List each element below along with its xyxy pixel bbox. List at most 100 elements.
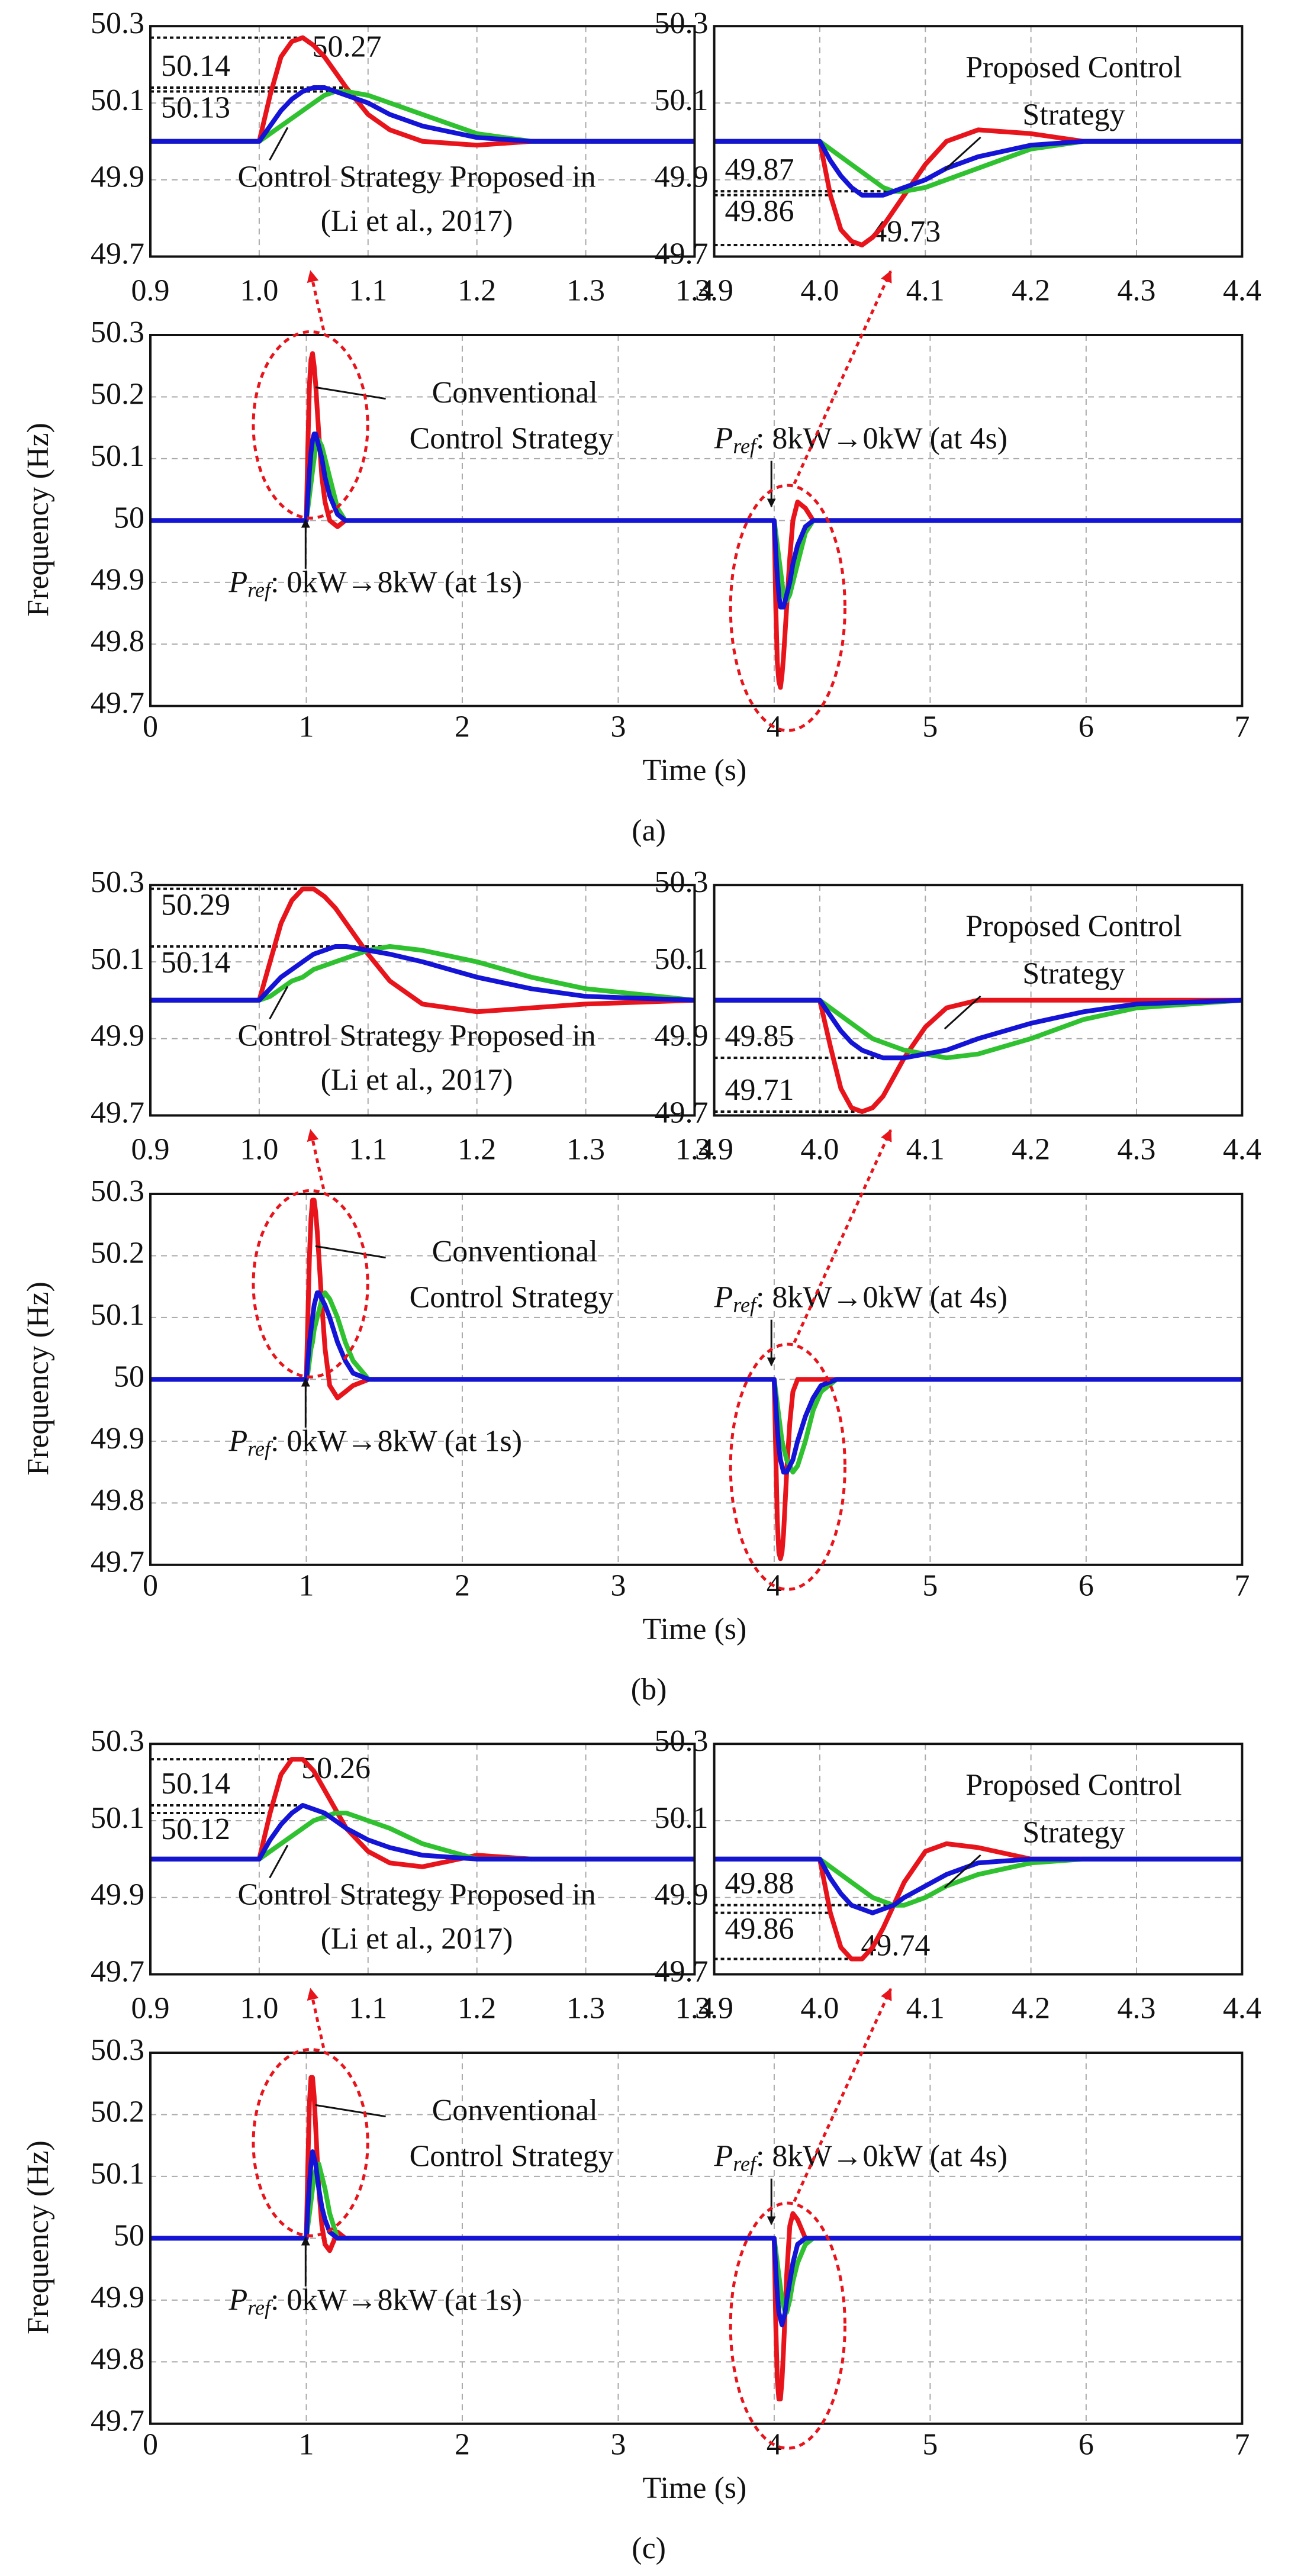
x-tick-label: 2 (455, 1569, 470, 1603)
annotation: Proposed Control (965, 51, 1181, 85)
x-tick-label: 0 (143, 710, 158, 744)
reference-label: 50.14 (161, 946, 230, 980)
x-tick-label: 4.1 (906, 1132, 945, 1166)
y-tick-label: 49.7 (91, 237, 144, 271)
annotation: Proposed Control (965, 1769, 1181, 1802)
y-tick-label: 50.3 (655, 865, 709, 899)
x-tick-label: 1.4 (675, 273, 714, 307)
x-tick-label: 4.4 (1223, 273, 1261, 307)
leader-line (315, 2104, 386, 2118)
leader-line (944, 995, 981, 1030)
panel-caption: (b) (631, 1673, 667, 1706)
series-line (150, 886, 695, 1015)
annotation-text: : 8kW→0kW (at 4s) (756, 421, 1007, 455)
annotation: Conventional (432, 1235, 598, 1268)
annotation: Pref: 0kW→8kW (at 1s) (228, 1424, 523, 1460)
x-tick-label: 3 (610, 710, 626, 744)
y-tick-label: 49.7 (91, 1954, 144, 1988)
y-tick-label: 50.1 (91, 2157, 144, 2191)
x-tick-label: 1.2 (458, 1991, 496, 2025)
x-tick-label: 7 (1234, 1569, 1250, 1603)
x-tick-label: 3.9 (695, 1132, 733, 1166)
annotation-text: : 8kW→0kW (at 4s) (756, 1280, 1007, 1314)
zoom-ellipse (729, 484, 846, 732)
x-tick-label: 0.9 (131, 273, 170, 307)
leader-line (944, 1854, 981, 1889)
y-tick-label: 49.7 (655, 1096, 709, 1129)
x-tick-label: 4.2 (1012, 1132, 1050, 1166)
leader-line (269, 986, 289, 1020)
y-tick-label: 49.7 (655, 237, 709, 271)
plot-frame (149, 1193, 1244, 1566)
x-tick-label: 1.3 (566, 1132, 605, 1166)
y-tick-label: 50 (114, 1360, 144, 1393)
zoom-ellipse (729, 1342, 846, 1591)
reference-label: 50.27 (312, 30, 381, 64)
zoom-ellipse (252, 1189, 369, 1379)
panel-caption: (c) (632, 2532, 666, 2565)
x-tick-label: 3.9 (695, 273, 733, 307)
x-tick-label: 5 (922, 1569, 938, 1603)
y-axis-label: Frequency (Hz) (21, 2140, 55, 2334)
y-tick-label: 49.7 (91, 1545, 144, 1579)
series-line (714, 127, 1242, 247)
annotation: Control Strategy Proposed in (237, 160, 595, 194)
zoom-arrow (793, 1129, 893, 1344)
y-tick-label: 50.3 (655, 1724, 709, 1758)
reference-label: 49.85 (725, 1019, 794, 1053)
x-tick-label: 1.1 (349, 1132, 387, 1166)
x-tick-label: 7 (1234, 710, 1250, 744)
y-tick-label: 50.1 (655, 83, 709, 117)
leader-line (315, 1245, 386, 1259)
series-line (150, 1803, 695, 1862)
y-tick-label: 50.1 (655, 942, 709, 976)
y-tick-label: 50.2 (91, 1236, 144, 1270)
y-tick-label: 50.1 (91, 1801, 144, 1835)
x-tick-label: 1 (298, 2428, 314, 2462)
x-tick-label: 0 (143, 1569, 158, 1603)
series-line (714, 1856, 1242, 1915)
reference-label: 49.73 (871, 215, 941, 249)
zoom-ellipse (252, 2047, 369, 2237)
reference-label: 49.86 (725, 195, 794, 228)
x-tick-label: 1.4 (675, 1991, 714, 2025)
annotation: Control Strategy (410, 1280, 614, 1314)
x-tick-label: 6 (1078, 2428, 1094, 2462)
x-tick-label: 1.0 (240, 273, 278, 307)
x-tick-label: 1.3 (566, 1991, 605, 2025)
x-tick-label: 4.4 (1223, 1991, 1261, 2025)
y-tick-label: 49.7 (91, 687, 144, 720)
reference-label: 50.14 (161, 1767, 230, 1801)
zoom-arrow (793, 1988, 893, 2203)
x-tick-label: 1.0 (240, 1132, 278, 1166)
x-tick-label: 4.2 (1012, 273, 1050, 307)
annotation-subscript: ref (733, 434, 759, 458)
reference-label: 49.87 (725, 153, 794, 186)
plot-frame (149, 1743, 696, 1976)
annotation: (Li et al., 2017) (321, 1063, 513, 1097)
y-axis-label: Frequency (Hz) (21, 1281, 55, 1476)
plot-frame (149, 2052, 1244, 2425)
series-line (150, 2149, 1242, 2327)
x-tick-label: 3 (610, 1569, 626, 1603)
x-tick-label: 3.9 (695, 1991, 733, 2025)
y-tick-label: 49.8 (91, 624, 144, 658)
annotation: Pref: 0kW→8kW (at 1s) (228, 565, 523, 601)
y-tick-label: 49.7 (655, 1954, 709, 1988)
plot-frame (713, 884, 1244, 1117)
y-tick-label: 49.9 (655, 1878, 709, 1912)
annotation-symbol: P (228, 1424, 248, 1458)
x-tick-label: 1.0 (240, 1991, 278, 2025)
y-tick-label: 50.2 (91, 377, 144, 411)
y-tick-label: 50.3 (91, 865, 144, 899)
zoom-arrow (307, 270, 326, 331)
x-tick-label: 4.4 (1223, 1132, 1261, 1166)
reference-label: 50.29 (161, 888, 230, 922)
annotation-symbol: P (228, 565, 248, 599)
annotation-subscript: ref (733, 1293, 759, 1317)
x-tick-label: 4.1 (906, 1991, 945, 2025)
y-tick-label: 50 (114, 2218, 144, 2252)
x-tick-label: 1 (298, 710, 314, 744)
annotation: Control Strategy Proposed in (237, 1878, 595, 1912)
